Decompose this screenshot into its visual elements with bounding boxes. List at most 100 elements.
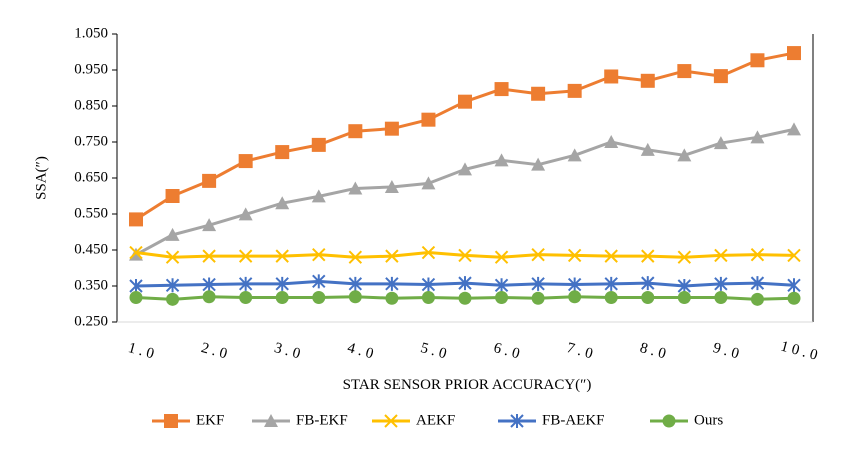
legend-item-aekf: AEKF xyxy=(372,412,455,428)
data-point-fb-ekf xyxy=(275,196,290,210)
data-point-fb-aekf xyxy=(348,276,363,291)
data-point-fb-aekf xyxy=(750,276,765,291)
data-point-ours xyxy=(568,290,582,304)
legend-label: FB-EKF xyxy=(296,412,348,428)
data-point-fb-aekf xyxy=(677,279,692,293)
data-point-ours xyxy=(750,292,764,306)
y-tick-label: 0.350 xyxy=(74,277,108,293)
series-fb-ekf xyxy=(129,122,801,261)
data-point-fb-ekf xyxy=(787,122,801,136)
data-point-ekf xyxy=(165,189,180,203)
data-point-fb-aekf xyxy=(714,276,728,291)
data-point-fb-aekf xyxy=(202,277,216,292)
legend-label: AEKF xyxy=(416,412,455,428)
y-tick-label: 0.450 xyxy=(74,241,108,257)
data-point-ours xyxy=(421,291,435,305)
data-point-aekf xyxy=(677,250,692,264)
data-point-ours xyxy=(458,291,472,305)
data-point-ekf xyxy=(677,64,692,79)
data-point-ours xyxy=(239,291,253,305)
data-point-ekf xyxy=(384,121,399,136)
x-tick-label: 8 . 0 xyxy=(638,340,667,362)
data-point-fb-ekf xyxy=(238,207,253,221)
legend-item-fb-ekf: FB-EKF xyxy=(252,412,348,428)
x-tick-label: 4 . 0 xyxy=(346,340,375,362)
y-tick-label: 1.050 xyxy=(74,25,108,41)
data-point-ours xyxy=(202,290,216,304)
data-point-ekf xyxy=(787,46,801,61)
y-tick-label: 0.650 xyxy=(74,169,108,185)
data-point-aekf xyxy=(604,249,618,263)
series-aekf xyxy=(129,245,801,264)
data-point-fb-aekf xyxy=(165,278,180,293)
data-point-ours xyxy=(787,291,801,305)
data-point-fb-ekf xyxy=(311,189,326,203)
data-point-fb-aekf xyxy=(641,276,655,291)
series-ours xyxy=(129,290,801,306)
data-point-fb-ekf xyxy=(494,153,509,167)
legend-label: EKF xyxy=(196,412,224,428)
data-point-fb-aekf xyxy=(385,276,399,291)
data-point-aekf xyxy=(787,248,801,263)
y-tick-label: 0.750 xyxy=(74,133,108,149)
data-point-ekf xyxy=(494,82,509,97)
legend-swatch-marker xyxy=(662,414,676,428)
data-point-fb-aekf xyxy=(129,279,143,293)
data-point-aekf xyxy=(531,247,545,262)
data-point-fb-ekf xyxy=(640,142,655,156)
x-tick-label: 2 . 0 xyxy=(199,340,228,362)
data-point-fb-aekf xyxy=(312,274,326,289)
data-point-aekf xyxy=(641,249,655,263)
data-point-ours xyxy=(604,291,618,305)
data-point-fb-ekf xyxy=(165,227,180,241)
x-tick-label: 7 . 0 xyxy=(565,340,594,362)
data-point-ours xyxy=(677,291,691,305)
data-point-ours xyxy=(166,292,180,306)
y-tick-label: 0.850 xyxy=(74,97,108,113)
data-point-ekf xyxy=(275,145,290,160)
x-axis-title: STAR SENSOR PRIOR ACCURACY(″) xyxy=(343,377,592,393)
data-point-ekf xyxy=(531,86,546,101)
legend-item-ekf: EKF xyxy=(152,412,224,428)
legend-label: FB-AEKF xyxy=(542,412,605,428)
data-point-aekf xyxy=(385,249,399,263)
data-point-aekf xyxy=(202,249,216,263)
data-point-ours xyxy=(348,290,362,304)
legend-item-fb-aekf: FB-AEKF xyxy=(498,412,605,428)
data-point-ekf xyxy=(750,53,765,68)
legend-label: Ours xyxy=(694,412,723,428)
x-tick-label: 9 . 0 xyxy=(711,340,740,362)
series-fb-aekf xyxy=(129,274,801,293)
data-point-fb-aekf xyxy=(531,276,545,291)
data-point-ours xyxy=(641,291,655,305)
x-tick-label: 1 0 . 0 xyxy=(779,339,819,364)
data-point-aekf xyxy=(750,247,765,262)
data-point-ekf xyxy=(238,154,253,169)
series-ekf xyxy=(129,46,801,227)
data-point-fb-aekf xyxy=(238,276,253,291)
x-tick-label: 3 . 0 xyxy=(273,340,302,362)
series-layer xyxy=(129,46,801,306)
data-point-fb-aekf xyxy=(275,276,289,291)
data-point-aekf xyxy=(312,247,326,262)
x-tick-label: 6 . 0 xyxy=(492,340,521,362)
data-point-ekf xyxy=(348,124,363,139)
data-point-fb-ekf xyxy=(384,180,399,193)
data-point-aekf xyxy=(275,249,289,263)
legend-swatch-marker xyxy=(164,414,178,428)
data-point-fb-ekf xyxy=(713,136,728,150)
data-point-ekf xyxy=(129,212,143,227)
data-point-fb-aekf xyxy=(787,278,801,293)
data-point-fb-ekf xyxy=(677,148,692,162)
data-point-ekf xyxy=(567,83,582,98)
legend-swatch-marker xyxy=(264,414,278,427)
data-point-aekf xyxy=(129,245,143,260)
data-point-aekf xyxy=(238,249,253,263)
data-point-fb-aekf xyxy=(494,278,509,293)
data-point-aekf xyxy=(494,250,509,264)
data-point-fb-ekf xyxy=(531,157,546,171)
data-point-ours xyxy=(531,291,545,305)
legend-swatch-marker xyxy=(510,414,524,428)
